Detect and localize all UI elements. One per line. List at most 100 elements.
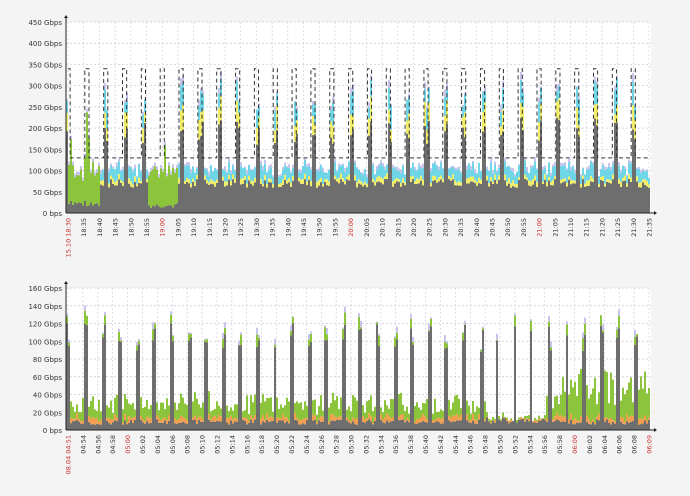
gray-bar — [164, 206, 166, 213]
orange-bar — [194, 415, 196, 419]
gray-bar — [324, 182, 326, 213]
orange-bar — [186, 420, 188, 424]
x-tick-label: 06:06 — [616, 435, 624, 454]
lavender-bar — [344, 168, 346, 172]
yellow-bar — [178, 178, 180, 184]
cyan-bar — [530, 168, 532, 181]
gray-bar — [130, 420, 132, 430]
y-tick-label: 160 Gbps — [28, 285, 62, 293]
lavender-bar — [154, 322, 156, 323]
lavender-bar — [96, 169, 98, 172]
yellow-bar — [632, 105, 634, 129]
gray-bar — [182, 422, 184, 430]
orange-bar — [438, 418, 440, 422]
gray-bar — [218, 125, 220, 213]
gray-bar — [394, 346, 396, 430]
green-bar — [192, 401, 194, 417]
green-bar — [96, 173, 98, 204]
yellow-bar — [118, 174, 120, 179]
lavender-bar — [318, 168, 320, 171]
orange-bar — [150, 419, 152, 423]
orange-bar — [198, 417, 200, 420]
cyan-bar — [314, 105, 316, 124]
gray-bar — [294, 420, 296, 430]
gray-bar — [526, 180, 528, 213]
gray-bar — [262, 421, 264, 430]
yellow-bar — [180, 111, 182, 131]
yellow-bar — [354, 175, 356, 180]
green-bar — [242, 411, 244, 417]
x-tick-label: 20:35 — [457, 218, 465, 237]
orange-bar — [94, 418, 96, 424]
orange-bar — [320, 416, 322, 422]
gray-bar — [320, 182, 322, 213]
gray-bar — [470, 181, 472, 213]
cyan-bar — [414, 170, 416, 181]
orange-bar — [176, 420, 178, 424]
cyan-bar — [118, 161, 120, 174]
orange-bar — [494, 420, 496, 422]
lavender-bar — [274, 339, 276, 345]
green-bar — [166, 398, 168, 420]
cyan-bar — [442, 169, 444, 179]
lavender-bar — [110, 163, 112, 165]
x-tick-label: 05:26 — [318, 435, 326, 454]
green-bar — [588, 399, 590, 420]
gray-bar — [410, 182, 412, 213]
lavender-bar — [400, 169, 402, 173]
lavender-bar — [574, 170, 576, 174]
gray-bar — [642, 423, 644, 430]
gray-bar — [320, 422, 322, 430]
yellow-bar — [346, 177, 348, 180]
cyan-bar — [580, 176, 582, 184]
yellow-bar — [514, 184, 516, 187]
lavender-bar — [74, 174, 76, 177]
cyan-bar — [382, 166, 384, 179]
lavender-bar — [114, 169, 116, 170]
yellow-bar — [550, 182, 552, 185]
orange-bar — [210, 420, 212, 422]
cyan-bar — [366, 177, 368, 184]
lavender-bar — [636, 168, 638, 169]
lavender-bar — [620, 170, 622, 173]
cyan-bar — [218, 94, 220, 108]
lavender-bar — [416, 170, 418, 171]
yellow-bar — [456, 183, 458, 186]
lavender-bar — [436, 165, 438, 166]
gray-bar — [230, 185, 232, 213]
cyan-bar — [506, 167, 508, 182]
green-bar — [494, 419, 496, 421]
gray-bar — [102, 186, 104, 213]
orange-bar — [330, 414, 332, 421]
x-tick-label: 20:20 — [410, 218, 418, 237]
lavender-bar — [602, 324, 604, 330]
green-bar — [446, 343, 448, 347]
lavender-bar — [310, 167, 312, 170]
green-bar — [204, 340, 206, 342]
yellow-bar — [436, 180, 438, 183]
gray-bar — [404, 422, 406, 430]
cyan-bar — [400, 173, 402, 183]
lavender-bar — [550, 173, 552, 176]
gray-bar — [76, 203, 78, 213]
cyan-bar — [116, 167, 118, 181]
gray-bar — [82, 206, 84, 213]
y-tick-label: 400 Gbps — [28, 40, 62, 48]
green-bar — [618, 316, 620, 329]
gray-bar — [264, 422, 266, 430]
lavender-bar — [628, 159, 630, 162]
gray-bar — [448, 420, 450, 430]
green-bar — [174, 403, 176, 419]
orange-bar — [418, 419, 420, 423]
orange-bar — [162, 418, 164, 423]
green-bar — [360, 327, 362, 329]
lavender-bar — [466, 166, 468, 170]
gray-bar — [466, 184, 468, 213]
gray-bar — [344, 184, 346, 213]
lavender-bar — [462, 332, 464, 333]
green-bar — [148, 175, 150, 205]
cyan-bar — [374, 174, 376, 181]
gray-bar — [326, 340, 328, 430]
yellow-bar — [572, 180, 574, 183]
gray-bar — [314, 420, 316, 430]
